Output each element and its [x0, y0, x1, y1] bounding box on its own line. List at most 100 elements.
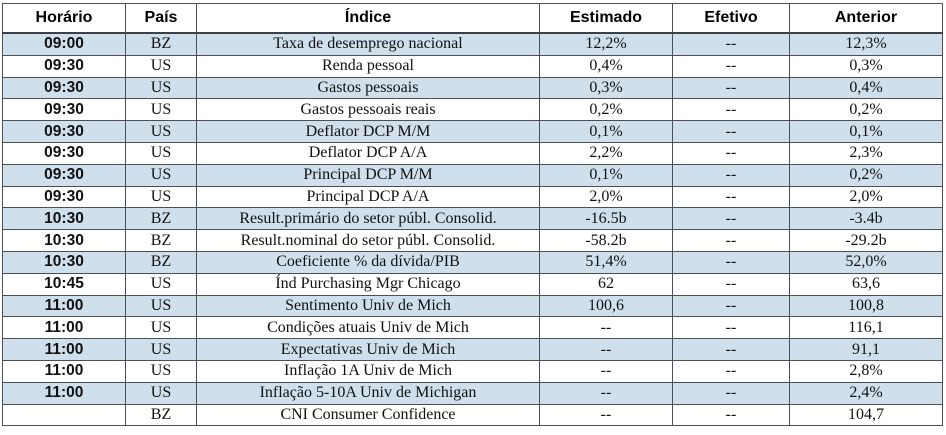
table-row: 09:30 US Renda pessoal 0,4% -- 0,3% [2, 54, 943, 78]
cell-previous: 100,8 [789, 294, 943, 318]
cell-time: 09:30 [2, 163, 126, 187]
cell-actual: -- [672, 54, 790, 78]
cell-index: Deflator DCP A/A [196, 141, 540, 165]
cell-time: 10:30 [2, 229, 126, 252]
cell-time: 09:30 [2, 98, 126, 122]
cell-index: Result.primário do setor públ. Consolid. [196, 207, 540, 231]
cell-country: BZ [125, 229, 197, 252]
table-row: 11:00 US Sentimento Univ de Mich 100,6 -- 100… [2, 294, 943, 318]
cell-estimated: -- [539, 338, 673, 361]
cell-country: US [125, 54, 197, 78]
header-country: País [125, 3, 197, 34]
cell-index: CNI Consumer Confidence [196, 403, 540, 427]
cell-estimated: -16.5b [539, 207, 673, 231]
table-row: 11:00 US Inflação 1A Univ de Mich -- -- 2,8% [2, 359, 943, 383]
cell-time: 09:30 [2, 185, 126, 209]
cell-index: Expectativas Univ de Mich [196, 338, 540, 361]
cell-estimated: 0,4% [539, 54, 673, 78]
cell-index: Deflator DCP M/M [196, 120, 540, 143]
header-estimated: Estimado [539, 3, 673, 34]
cell-country: BZ [125, 403, 197, 427]
cell-actual: -- [672, 359, 790, 383]
table-row: 10:30 BZ Result.primário do setor públ. Co… [2, 207, 943, 231]
table-row: 10:30 BZ Result.nominal do setor públ. Con… [2, 229, 943, 252]
table-row: 09:30 US Deflator DCP M/M 0,1% -- 0,1% [2, 120, 943, 143]
cell-previous: 2,8% [789, 359, 943, 383]
cell-country: US [125, 381, 197, 405]
cell-actual: -- [672, 381, 790, 405]
cell-actual: -- [672, 141, 790, 165]
cell-index: Renda pessoal [196, 54, 540, 78]
cell-actual: -- [672, 98, 790, 122]
cell-previous: 0,1% [789, 120, 943, 143]
table-row: 11:00 US Inflação 5-10A Univ de Michigan --… [2, 381, 943, 405]
header-index: Índice [196, 3, 540, 34]
cell-estimated: -- [539, 381, 673, 405]
cell-estimated: 100,6 [539, 294, 673, 318]
cell-actual: -- [672, 272, 790, 296]
cell-country: US [125, 338, 197, 361]
economic-calendar-table: Horário País Índice Estimado Efetivo Ant… [2, 3, 943, 427]
header-previous: Anterior [789, 3, 943, 34]
cell-previous: -3.4b [789, 207, 943, 231]
cell-actual: -- [672, 120, 790, 143]
cell-previous: 0,2% [789, 163, 943, 187]
cell-actual: -- [672, 338, 790, 361]
table-row: 09:00 BZ Taxa de desemprego nacional 12,2% -… [2, 31, 943, 56]
cell-index: Inflação 5-10A Univ de Michigan [196, 381, 540, 405]
cell-actual: -- [672, 316, 790, 340]
cell-estimated: -58.2b [539, 229, 673, 252]
cell-estimated: 0,3% [539, 76, 673, 100]
cell-time: 09:00 [2, 31, 126, 56]
cell-index: Principal DCP A/A [196, 185, 540, 209]
cell-previous: 0,3% [789, 54, 943, 78]
cell-index: Coeficiente % da dívida/PIB [196, 250, 540, 274]
cell-actual: -- [672, 403, 790, 427]
cell-time: 11:00 [2, 338, 126, 361]
cell-estimated: 2,2% [539, 141, 673, 165]
table-row: BZ CNI Consumer Confidence -- -- 104,7 [2, 403, 943, 427]
cell-previous: 0,2% [789, 98, 943, 122]
cell-country: US [125, 163, 197, 187]
cell-estimated: 12,2% [539, 31, 673, 56]
cell-estimated: 62 [539, 272, 673, 296]
cell-actual: -- [672, 185, 790, 209]
cell-previous: 0,4% [789, 76, 943, 100]
cell-actual: -- [672, 207, 790, 231]
cell-country: US [125, 316, 197, 340]
cell-index: Result.nominal do setor públ. Consolid. [196, 229, 540, 252]
header-actual: Efetivo [672, 3, 790, 34]
table-row: 09:30 US Deflator DCP A/A 2,2% -- 2,3% [2, 141, 943, 165]
cell-estimated: 0,1% [539, 120, 673, 143]
cell-country: US [125, 272, 197, 296]
cell-previous: -29.2b [789, 229, 943, 252]
cell-time: 11:00 [2, 316, 126, 340]
table-row: 09:30 US Gastos pessoais 0,3% -- 0,4% [2, 76, 943, 100]
cell-time: 09:30 [2, 54, 126, 78]
cell-estimated: 2,0% [539, 185, 673, 209]
header-time: Horário [2, 3, 126, 34]
cell-country: BZ [125, 250, 197, 274]
cell-estimated: -- [539, 316, 673, 340]
cell-previous: 91,1 [789, 338, 943, 361]
cell-estimated: -- [539, 359, 673, 383]
cell-index: Índ Purchasing Mgr Chicago [196, 272, 540, 296]
cell-previous: 2,4% [789, 381, 943, 405]
cell-previous: 116,1 [789, 316, 943, 340]
cell-country: US [125, 294, 197, 318]
cell-country: US [125, 120, 197, 143]
cell-country: BZ [125, 207, 197, 231]
cell-previous: 2,3% [789, 141, 943, 165]
cell-country: US [125, 141, 197, 165]
cell-time: 10:30 [2, 207, 126, 231]
cell-index: Sentimento Univ de Mich [196, 294, 540, 318]
cell-time: 11:00 [2, 294, 126, 318]
cell-actual: -- [672, 294, 790, 318]
cell-time: 09:30 [2, 141, 126, 165]
cell-actual: -- [672, 163, 790, 187]
cell-time: 10:45 [2, 272, 126, 296]
table-row: 11:00 US Condições atuais Univ de Mich -- --… [2, 316, 943, 340]
table-body: 09:00 BZ Taxa de desemprego nacional 12,2% -… [2, 31, 943, 427]
cell-actual: -- [672, 250, 790, 274]
cell-actual: -- [672, 76, 790, 100]
